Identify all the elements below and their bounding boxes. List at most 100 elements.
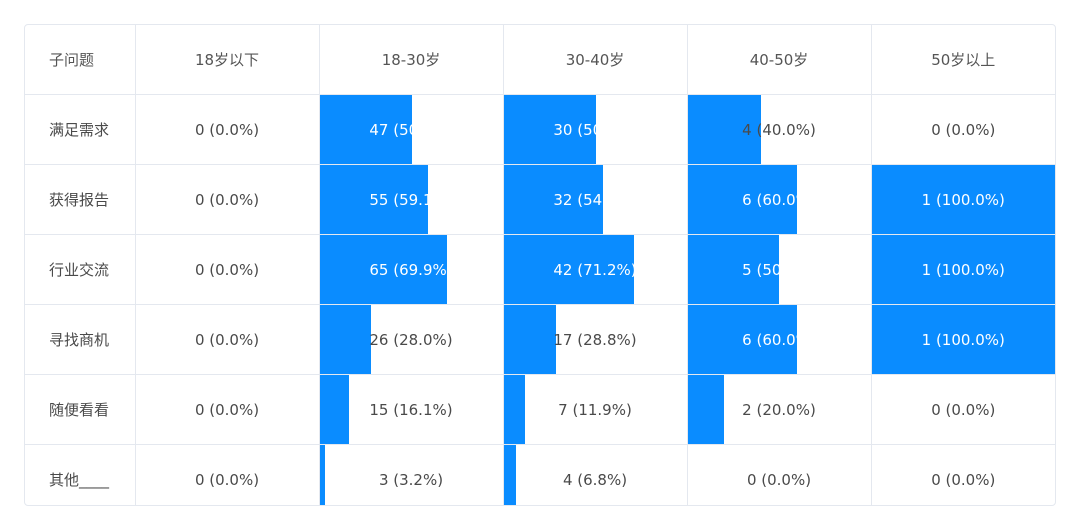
cell-value: 0 (0.0%) <box>194 120 260 139</box>
percentage-bar <box>687 165 798 234</box>
data-cell: 0 (0.0%) <box>135 234 320 305</box>
data-cell: 65 (69.9%) <box>319 234 504 305</box>
cell-value: 6 (60.0%) <box>742 190 816 209</box>
data-table: 子问题 18岁以下 18-30岁 30-40岁 40-50岁 50岁以上 满足需… <box>25 25 1055 506</box>
data-cell: 4 (6.8%) <box>503 444 688 505</box>
data-cell: 0 (0.0%) <box>871 94 1055 165</box>
column-header: 18岁以下 <box>135 25 320 95</box>
row-label: 寻找商机 <box>25 304 136 375</box>
cell-value: 0 (0.0%) <box>194 330 260 349</box>
percentage-bar <box>319 165 428 234</box>
percentage-bar <box>319 445 326 505</box>
percentage-bar <box>503 235 634 304</box>
column-header: 40-50岁 <box>687 25 872 95</box>
data-cell: 47 (50.5%) <box>319 94 504 165</box>
percentage-bar <box>319 235 448 304</box>
table-row: 寻找商机 0 (0.0%) 26 (28.0%) 17 (28.8%) 6 (60.0%… <box>25 304 1055 375</box>
data-cell: 30 (50.8%) <box>503 94 688 165</box>
header-label: 子问题 <box>25 25 136 95</box>
data-cell: 0 (0.0%) <box>135 94 320 165</box>
cell-value: 3 (3.2%) <box>378 470 444 489</box>
cell-value: 4 (40.0%) <box>742 120 816 139</box>
percentage-bar <box>503 305 557 374</box>
percentage-bar <box>503 445 516 505</box>
data-cell: 0 (0.0%) <box>871 374 1055 445</box>
cell-value: 0 (0.0%) <box>194 470 260 489</box>
percentage-bar <box>503 375 526 444</box>
percentage-bar <box>871 305 1055 374</box>
cell-value: 0 (0.0%) <box>931 120 996 139</box>
cell-value: 0 (0.0%) <box>931 400 996 419</box>
percentage-bar <box>687 95 761 164</box>
cell-value: 26 (28.0%) <box>369 330 453 349</box>
percentage-bar <box>871 235 1055 304</box>
table-row: 获得报告 0 (0.0%) 55 (59.1%) 32 (54.2%) 6 (60.0%… <box>25 164 1055 235</box>
data-cell: 1 (100.0%) <box>871 234 1055 305</box>
data-cell: 7 (11.9%) <box>503 374 688 445</box>
percentage-bar <box>687 235 779 304</box>
data-cell: 0 (0.0%) <box>687 444 872 505</box>
data-cell: 1 (100.0%) <box>871 164 1055 235</box>
data-cell: 1 (100.0%) <box>871 304 1055 375</box>
row-label: 其他____ <box>25 444 136 505</box>
cell-value: 0 (0.0%) <box>931 470 996 489</box>
cell-value: 55 (59.1%) <box>369 190 453 209</box>
data-cell: 26 (28.0%) <box>319 304 504 375</box>
cell-value: 65 (69.9%) <box>369 260 453 279</box>
column-header: 18-30岁 <box>319 25 504 95</box>
cell-value: 0 (0.0%) <box>194 260 260 279</box>
data-cell: 6 (60.0%) <box>687 164 872 235</box>
data-cell: 42 (71.2%) <box>503 234 688 305</box>
cell-value: 47 (50.5%) <box>369 120 453 139</box>
data-cell: 4 (40.0%) <box>687 94 872 165</box>
row-label: 获得报告 <box>25 164 136 235</box>
cell-value: 5 (50.0%) <box>742 260 816 279</box>
cell-value: 2 (20.0%) <box>742 400 816 419</box>
cell-value: 0 (0.0%) <box>194 400 260 419</box>
percentage-bar <box>687 305 798 374</box>
cell-value: 30 (50.8%) <box>553 120 637 139</box>
percentage-bar <box>319 375 349 444</box>
cell-value: 1 (100.0%) <box>921 260 1005 279</box>
cell-value: 17 (28.8%) <box>553 330 637 349</box>
data-cell: 2 (20.0%) <box>687 374 872 445</box>
percentage-bar <box>503 165 603 234</box>
data-cell: 5 (50.0%) <box>687 234 872 305</box>
cell-value: 42 (71.2%) <box>553 260 637 279</box>
crosstab-table: 子问题 18岁以下 18-30岁 30-40岁 40-50岁 50岁以上 满足需… <box>24 24 1056 506</box>
row-label: 行业交流 <box>25 234 136 305</box>
table-row: 行业交流 0 (0.0%) 65 (69.9%) 42 (71.2%) 5 (50.0%… <box>25 234 1055 305</box>
column-header: 50岁以上 <box>871 25 1055 95</box>
percentage-bar <box>319 95 412 164</box>
data-cell: 3 (3.2%) <box>319 444 504 505</box>
percentage-bar <box>687 375 725 444</box>
row-label: 随便看看 <box>25 374 136 445</box>
data-cell: 0 (0.0%) <box>135 304 320 375</box>
data-cell: 0 (0.0%) <box>135 164 320 235</box>
data-cell: 0 (0.0%) <box>135 374 320 445</box>
table-row: 满足需求 0 (0.0%) 47 (50.5%) 30 (50.8%) 4 (40.0%… <box>25 94 1055 165</box>
percentage-bar <box>319 305 371 374</box>
cell-value: 32 (54.2%) <box>553 190 637 209</box>
cell-value: 7 (11.9%) <box>558 400 632 419</box>
data-cell: 55 (59.1%) <box>319 164 504 235</box>
data-cell: 32 (54.2%) <box>503 164 688 235</box>
data-cell: 0 (0.0%) <box>135 444 320 505</box>
percentage-bar <box>871 165 1055 234</box>
table-row: 其他____ 0 (0.0%) 3 (3.2%) 4 (6.8%) 0 (0.0%) 0 … <box>25 444 1055 506</box>
cell-value: 6 (60.0%) <box>742 330 816 349</box>
data-cell: 15 (16.1%) <box>319 374 504 445</box>
column-header: 30-40岁 <box>503 25 688 95</box>
data-cell: 17 (28.8%) <box>503 304 688 375</box>
header-row: 子问题 18岁以下 18-30岁 30-40岁 40-50岁 50岁以上 <box>25 25 1055 95</box>
data-cell: 0 (0.0%) <box>871 445 1055 506</box>
cell-value: 0 (0.0%) <box>194 190 260 209</box>
data-cell: 6 (60.0%) <box>687 304 872 375</box>
table-row: 随便看看 0 (0.0%) 15 (16.1%) 7 (11.9%) 2 (20.0%)… <box>25 374 1055 445</box>
cell-value: 4 (6.8%) <box>562 470 628 489</box>
cell-value: 1 (100.0%) <box>921 190 1005 209</box>
cell-value: 15 (16.1%) <box>369 400 453 419</box>
cell-value: 1 (100.0%) <box>921 330 1005 349</box>
cell-value: 0 (0.0%) <box>746 470 812 489</box>
row-label: 满足需求 <box>25 94 136 165</box>
